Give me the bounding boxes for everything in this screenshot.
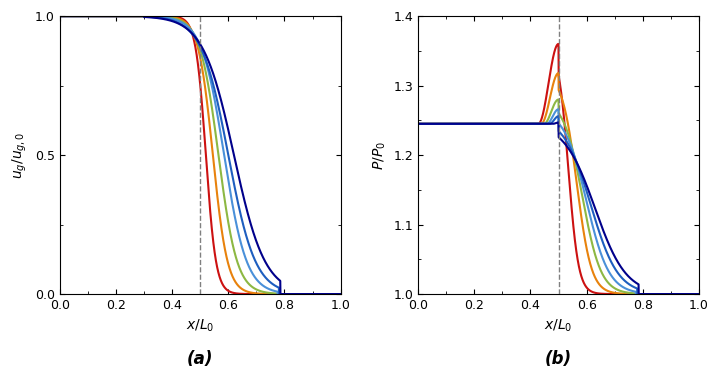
X-axis label: $x/L_0$: $x/L_0$ [544,317,573,334]
Y-axis label: $u_g/u_{g,0}$: $u_g/u_{g,0}$ [11,131,30,179]
Text: (a): (a) [187,350,214,367]
Text: (b): (b) [545,350,572,367]
Y-axis label: $P/P_0$: $P/P_0$ [372,141,388,170]
X-axis label: $x/L_0$: $x/L_0$ [186,317,215,334]
